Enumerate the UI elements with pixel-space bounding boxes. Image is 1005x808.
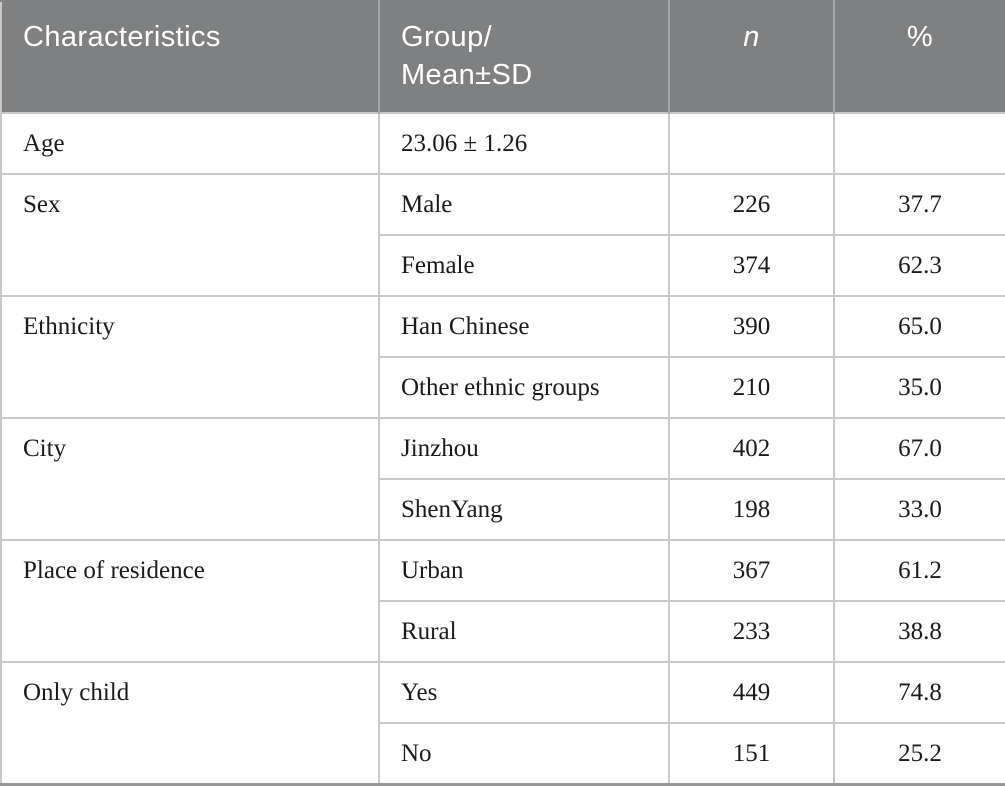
table-row: Rural 233 38.8 [1, 600, 1005, 663]
table-row: Place of residence Urban 367 61.2 [0, 539, 1005, 663]
characteristic-cell: Only child [0, 661, 380, 785]
group-cell: Yes [378, 661, 670, 724]
percent-cell: 74.8 [833, 661, 1005, 724]
table-row: City Jinzhou 402 67.0 [0, 417, 1005, 541]
percent-cell: 65.0 [833, 295, 1005, 358]
n-cell: 402 [668, 417, 835, 480]
percent-cell: 37.7 [833, 173, 1005, 236]
percent-cell [833, 112, 1005, 175]
header-n-label: n [743, 21, 760, 53]
header-n: n [668, 1, 834, 113]
n-cell: 233 [668, 600, 835, 663]
characteristic-cell: Age [0, 112, 380, 175]
characteristic-cell: Ethnicity [0, 295, 380, 419]
percent-cell: 62.3 [833, 234, 1005, 297]
n-cell: 367 [668, 539, 835, 602]
n-cell: 151 [668, 722, 835, 786]
n-cell: 210 [668, 356, 835, 419]
group-cell: Female [378, 234, 670, 297]
header-group-line2: Mean±SD [401, 59, 533, 91]
table-row: Female 374 62.3 [1, 234, 1005, 297]
group-cell: 23.06 ± 1.26 [378, 112, 670, 175]
percent-cell: 35.0 [833, 356, 1005, 419]
group-cell: Urban [378, 539, 670, 602]
characteristic-cell: Sex [0, 173, 380, 297]
percent-cell: 25.2 [833, 722, 1005, 786]
group-cell: No [378, 722, 670, 786]
n-cell: 374 [668, 234, 835, 297]
table-row: Ethnicity Han Chinese 390 65.0 [0, 295, 1005, 419]
header-group-mean-sd: Group/ Mean±SD [378, 1, 669, 113]
n-cell: 449 [668, 661, 835, 724]
characteristic-cell: Place of residence [0, 539, 380, 663]
group-cell: Male [378, 173, 670, 236]
n-cell [668, 112, 835, 175]
group-cell: Jinzhou [378, 417, 670, 480]
group-cell: Rural [378, 600, 670, 663]
n-cell: 198 [668, 478, 835, 541]
percent-cell: 33.0 [833, 478, 1005, 541]
table-body: Age 23.06 ± 1.26 Sex Male 226 37.7 Female 374 62… [0, 112, 1005, 786]
header-group-line1: Group/ [401, 21, 493, 53]
percent-cell: 67.0 [833, 417, 1005, 480]
group-cell: ShenYang [378, 478, 670, 541]
percent-cell: 38.8 [833, 600, 1005, 663]
percent-cell: 61.2 [833, 539, 1005, 602]
header-percent: % [833, 1, 1005, 113]
demographics-table: Characteristics Group/ Mean±SD n % Age 23… [0, 0, 1005, 786]
table-row: Sex Male 226 37.7 [0, 173, 1005, 297]
n-cell: 390 [668, 295, 835, 358]
table-row: Age 23.06 ± 1.26 [0, 112, 1005, 175]
header-row: Characteristics Group/ Mean±SD n % [1, 1, 1005, 113]
table-row: No 151 25.2 [1, 722, 1005, 786]
table-row: Other ethnic groups 210 35.0 [1, 356, 1005, 419]
header-characteristics: Characteristics [1, 1, 379, 113]
table-row: Only child Yes 449 74.8 [0, 661, 1005, 785]
group-cell: Han Chinese [378, 295, 670, 358]
n-cell: 226 [668, 173, 835, 236]
table-row: ShenYang 198 33.0 [1, 478, 1005, 541]
group-cell: Other ethnic groups [378, 356, 670, 419]
characteristic-cell: City [0, 417, 380, 541]
